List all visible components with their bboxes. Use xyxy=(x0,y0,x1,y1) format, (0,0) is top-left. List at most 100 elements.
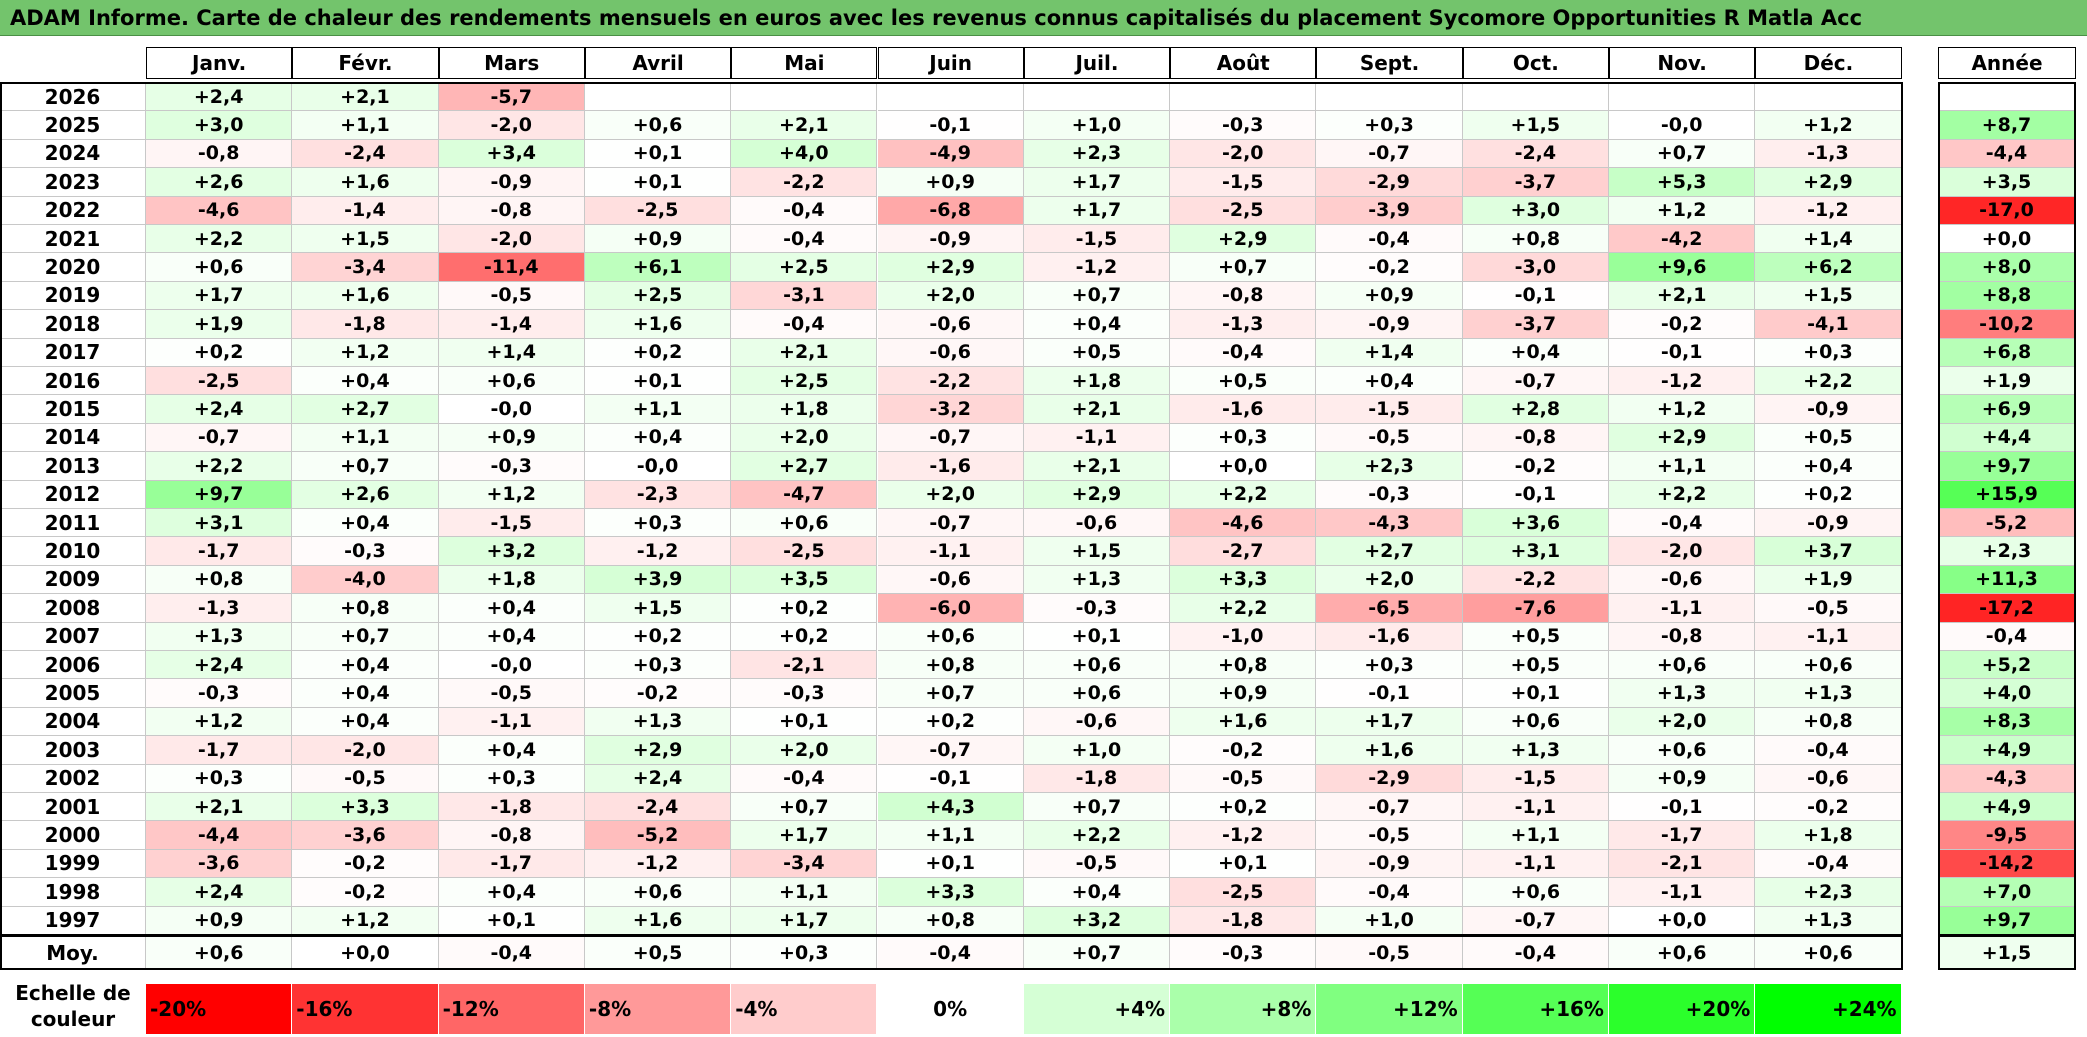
month-cell: -0,9 xyxy=(438,168,585,197)
annual-cell: +8,8 xyxy=(1938,281,2076,311)
month-cell: +0,1 xyxy=(1462,679,1609,708)
month-cell: -3,9 xyxy=(1316,196,1463,225)
month-cell: -0,1 xyxy=(877,764,1024,793)
month-cell: +0,9 xyxy=(438,423,585,453)
month-cell: +2,1 xyxy=(1023,395,1171,424)
month-cell: -4,2 xyxy=(1609,225,1756,254)
month-cell: -0,2 xyxy=(292,849,439,879)
month-cell: +2,7 xyxy=(731,452,878,481)
month-cell: +2,0 xyxy=(1316,565,1463,595)
month-cell: +0,8 xyxy=(1462,225,1609,254)
month-cell: -0,5 xyxy=(292,764,439,793)
month-cell: +0,4 xyxy=(292,651,439,680)
month-cell: -0,5 xyxy=(1316,821,1463,850)
chart-title: ADAM Informe. Carte de chaleur des rende… xyxy=(10,6,1863,30)
year-label: 2022 xyxy=(0,196,146,225)
annual-cell: +8,3 xyxy=(1938,707,2076,737)
month-cell: +0,3 xyxy=(146,764,293,793)
month-cell: +2,3 xyxy=(1316,452,1463,481)
month-cell: -1,1 xyxy=(877,537,1024,566)
month-cell: -0,9 xyxy=(1755,395,1902,424)
month-cell xyxy=(1023,83,1171,112)
month-cell: +0,6 xyxy=(1462,707,1609,737)
year-label: 2000 xyxy=(0,821,146,850)
color-scale-stop: -4% xyxy=(731,984,878,1034)
month-cell: -3,1 xyxy=(731,281,878,311)
month-cell: -1,1 xyxy=(1755,622,1902,651)
month-cell: -4,6 xyxy=(146,196,293,225)
year-label: 2021 xyxy=(0,225,146,254)
month-cell: +2,4 xyxy=(584,764,732,793)
month-cell: -0,9 xyxy=(1755,509,1902,538)
average-label: Moy. xyxy=(0,937,146,969)
month-cell: +1,5 xyxy=(584,594,732,623)
annual-cell: +9,7 xyxy=(1938,906,2076,935)
month-cell: +0,5 xyxy=(1462,622,1609,651)
month-cell: +0,2 xyxy=(731,594,878,623)
month-cell: +0,6 xyxy=(584,111,732,140)
average-cell: +0,6 xyxy=(146,937,293,969)
month-cell: +2,0 xyxy=(731,736,878,765)
month-cell: -3,6 xyxy=(146,849,293,879)
month-cell: +1,1 xyxy=(292,111,439,140)
month-cell: +3,2 xyxy=(1023,906,1171,935)
month-cell: +1,1 xyxy=(292,423,439,453)
year-label: 2024 xyxy=(0,139,146,169)
month-cell: -0,4 xyxy=(731,310,878,339)
month-cell: +3,6 xyxy=(1462,509,1609,538)
month-cell: +2,1 xyxy=(146,793,293,822)
month-cell: +3,3 xyxy=(292,793,439,822)
month-cell: -0,7 xyxy=(877,423,1024,453)
year-label: 2005 xyxy=(0,679,146,708)
month-cell: +0,9 xyxy=(146,906,293,935)
month-cell: +0,6 xyxy=(1023,651,1171,680)
month-cell: +1,9 xyxy=(146,310,293,339)
month-cell: +2,9 xyxy=(1170,225,1317,254)
color-scale-stop: +8% xyxy=(1170,984,1317,1034)
month-cell: +2,5 xyxy=(731,253,878,282)
color-scale-stop: -8% xyxy=(584,984,732,1034)
month-cell: -0,4 xyxy=(1755,849,1902,879)
year-label: 2009 xyxy=(0,565,146,595)
month-cell: -0,3 xyxy=(1170,111,1317,140)
annual-cell: +3,5 xyxy=(1938,168,2076,197)
month-cell: -1,5 xyxy=(1316,395,1463,424)
month-cell: -1,7 xyxy=(1609,821,1756,850)
month-cell: -0,1 xyxy=(877,111,1024,140)
month-cell: -1,5 xyxy=(1023,225,1171,254)
month-cell: -1,3 xyxy=(1170,310,1317,339)
month-cell: -0,4 xyxy=(1316,878,1463,907)
month-cell: -2,2 xyxy=(1462,565,1609,595)
month-cell: -11,4 xyxy=(438,253,585,282)
annual-header: Année xyxy=(1938,47,2076,79)
month-cell: -4,3 xyxy=(1316,509,1463,538)
month-cell: +4,0 xyxy=(731,139,878,169)
annual-cell: +11,3 xyxy=(1938,565,2076,595)
annual-cell: +4,0 xyxy=(1938,679,2076,708)
annual-cell: -4,3 xyxy=(1938,764,2076,793)
month-cell: +0,5 xyxy=(1462,651,1609,680)
month-cell: -1,2 xyxy=(1755,196,1902,225)
month-cell: +6,1 xyxy=(584,253,732,282)
month-cell: +0,4 xyxy=(292,679,439,708)
month-cell: +1,7 xyxy=(1316,707,1463,737)
color-scale-stop: +16% xyxy=(1462,984,1609,1034)
month-cell: +2,5 xyxy=(584,281,732,311)
month-cell: -2,4 xyxy=(1462,139,1609,169)
month-cell: -3,4 xyxy=(731,849,878,879)
month-header: Juil. xyxy=(1023,47,1171,79)
color-scale-stop: -12% xyxy=(438,984,585,1034)
month-cell: -3,2 xyxy=(877,395,1024,424)
month-cell: +3,0 xyxy=(1462,196,1609,225)
month-cell: -0,6 xyxy=(877,310,1024,339)
month-cell: +0,1 xyxy=(438,906,585,935)
month-cell: -0,2 xyxy=(292,878,439,907)
month-cell: +0,9 xyxy=(584,225,732,254)
year-label: 2017 xyxy=(0,338,146,367)
month-cell: -0,7 xyxy=(1316,139,1463,169)
month-cell: -1,2 xyxy=(1023,253,1171,282)
month-cell: -2,1 xyxy=(1609,849,1756,879)
year-label: 2001 xyxy=(0,793,146,822)
month-cell: -0,4 xyxy=(1170,338,1317,367)
year-label: 2003 xyxy=(0,736,146,765)
